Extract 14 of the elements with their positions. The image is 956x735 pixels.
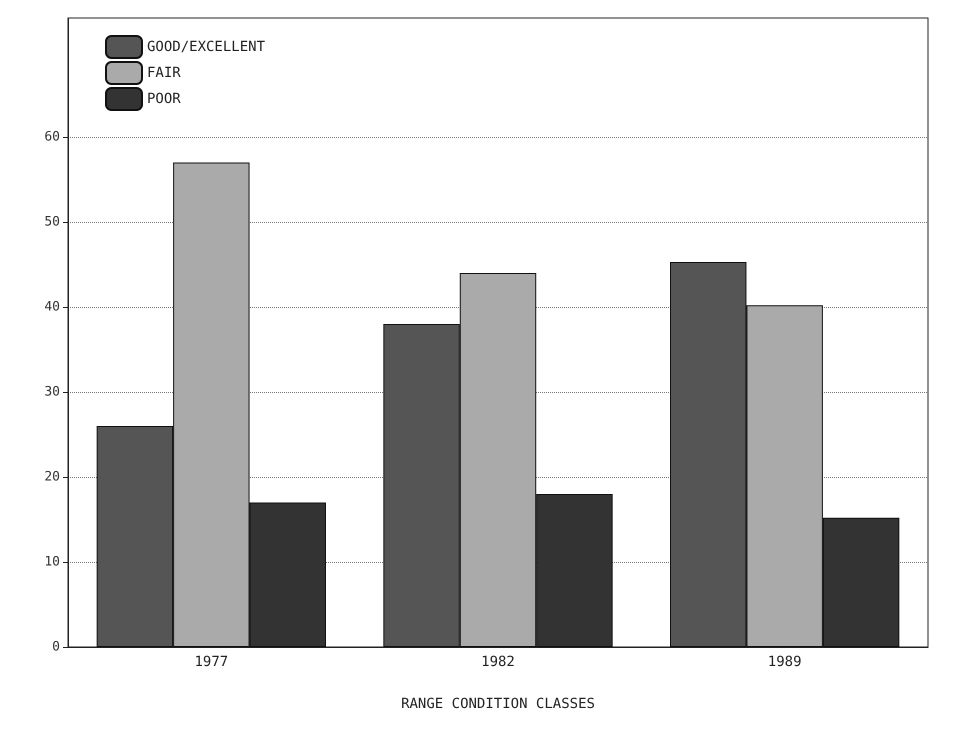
x-axis-title: RANGE CONDITION CLASSES bbox=[401, 696, 595, 712]
y-tick-label: 10 bbox=[44, 554, 60, 570]
y-tick-label: 60 bbox=[44, 130, 60, 144]
y-tick-label: 50 bbox=[44, 214, 60, 230]
legend-label: FAIR bbox=[147, 65, 182, 81]
y-tick-label: 40 bbox=[44, 300, 60, 314]
y-tick-label: 20 bbox=[44, 470, 60, 484]
legend-label: POOR bbox=[147, 91, 182, 107]
y-tick-label: 0 bbox=[52, 640, 60, 654]
x-tick-label: 1977 bbox=[194, 654, 228, 670]
y-tick-label: 30 bbox=[44, 384, 60, 400]
legend-label: GOOD/EXCELLENT bbox=[147, 39, 266, 55]
x-tick-label: 1982 bbox=[481, 654, 515, 670]
x-tick-label: 1989 bbox=[768, 654, 802, 670]
